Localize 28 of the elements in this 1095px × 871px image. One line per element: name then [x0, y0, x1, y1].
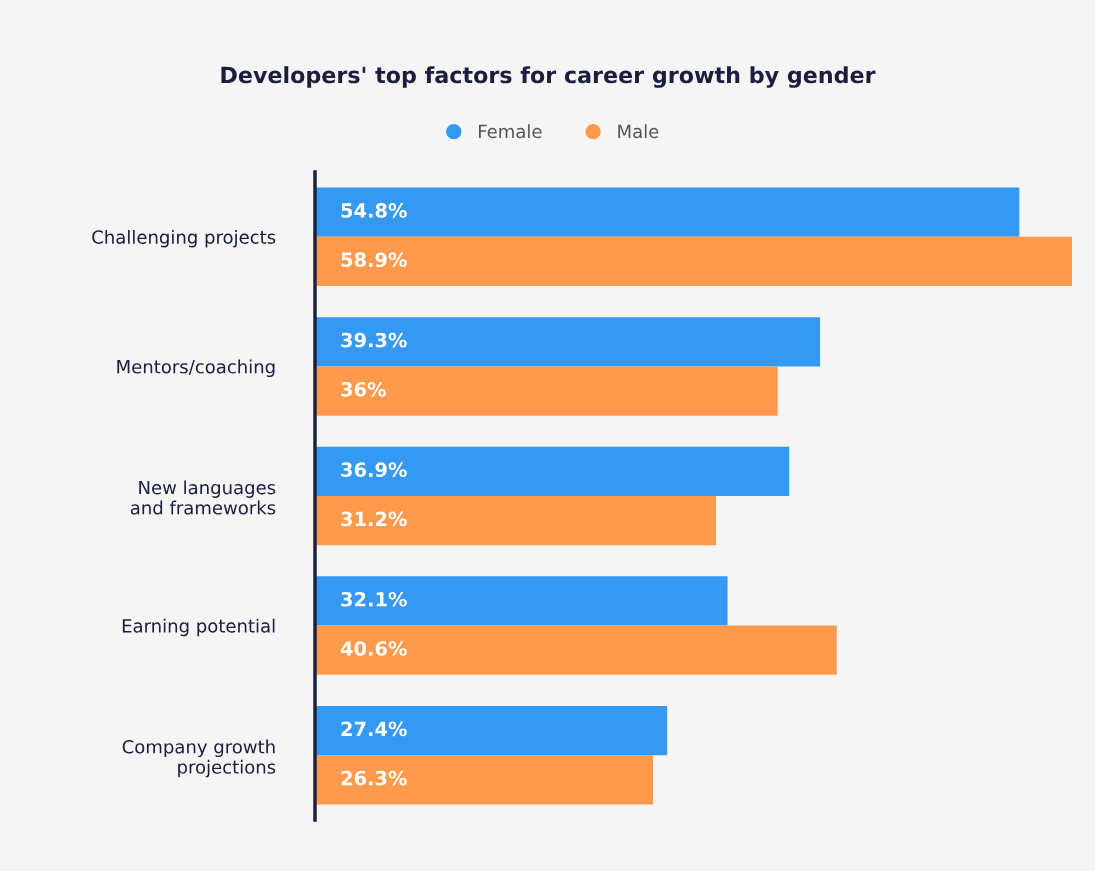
data-label: 58.9%: [341, 252, 407, 268]
bar: [315, 187, 1020, 237]
bar: [315, 625, 837, 675]
y-tick-label: Mentors/coaching: [117, 359, 275, 378]
data-label: 40.6%: [340, 641, 407, 656]
data-label: 39.3%: [341, 332, 407, 348]
data-label: 26.3%: [341, 770, 407, 786]
bar: [315, 576, 728, 626]
bar: [315, 755, 654, 805]
data-label: 54.8%: [341, 203, 407, 218]
legend-label: Female: [479, 124, 542, 139]
legend-label: Male: [618, 124, 659, 139]
y-tick-label: Earning potential: [122, 618, 275, 637]
y-tick-label: New languages and frameworks: [130, 480, 276, 515]
bar: [315, 317, 821, 367]
chart-title: Developers' top factors for career growth by gender: [221, 66, 876, 88]
bar: [315, 496, 716, 546]
data-label: 36%: [341, 381, 386, 397]
y-tick-label: Company growth projections: [122, 739, 276, 778]
bar: [315, 236, 1072, 287]
data-label: 27.4%: [341, 721, 407, 737]
bar: [315, 705, 668, 756]
bar: [315, 366, 778, 416]
y-tick-label: Challenging projects: [92, 229, 276, 248]
data-label: 36.9%: [341, 462, 407, 478]
data-label: 31.2%: [341, 511, 407, 527]
bar: [315, 446, 790, 496]
data-label: 32.1%: [341, 591, 407, 607]
